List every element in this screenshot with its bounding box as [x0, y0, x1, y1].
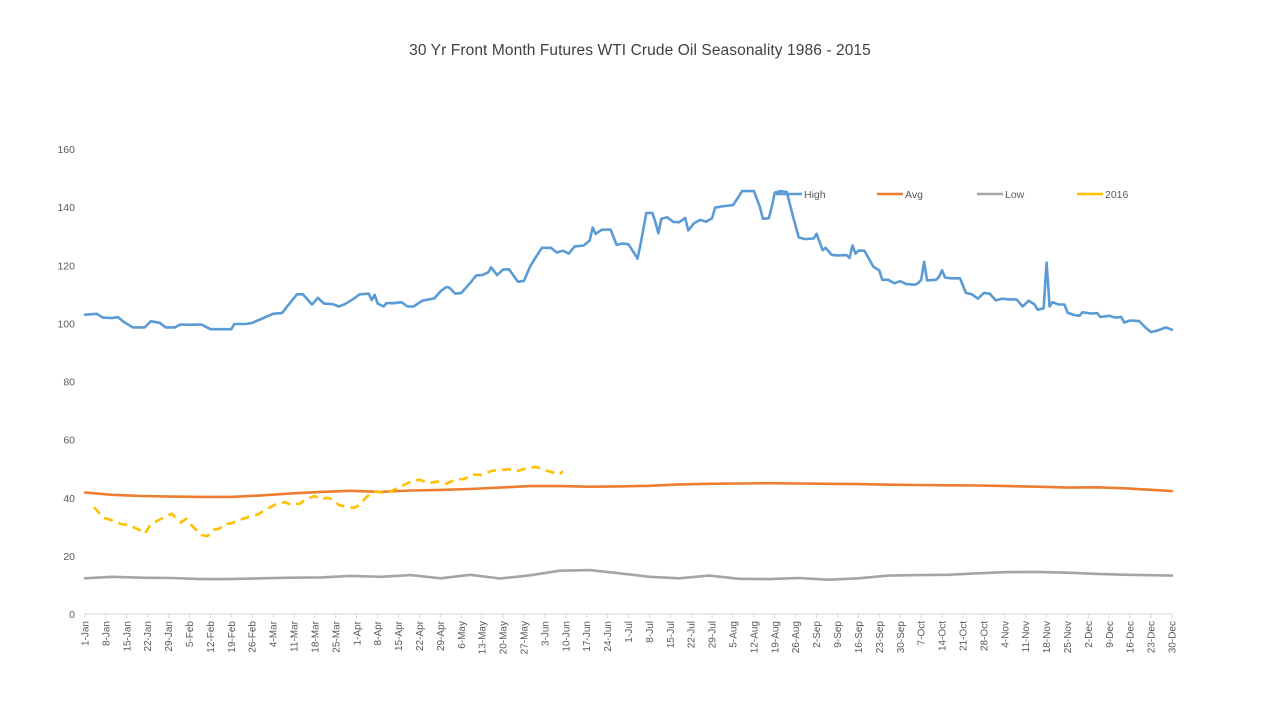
x-tick-label: 22-Jan	[143, 621, 154, 652]
y-tick-label: 120	[57, 260, 75, 272]
x-tick-label: 25-Mar	[331, 620, 342, 652]
x-tick-label: 18-Nov	[1042, 621, 1053, 653]
y-tick-label: 160	[57, 144, 75, 156]
x-tick-label: 12-Feb	[206, 621, 217, 653]
x-tick-label: 24-Jun	[603, 621, 614, 652]
series-line-2016	[93, 465, 564, 538]
x-tick-label: 20-May	[499, 621, 510, 654]
x-tick-label: 21-Oct	[958, 621, 969, 651]
x-tick-label: 15-Jul	[666, 621, 677, 648]
x-tick-label: 2-Sep	[812, 621, 823, 648]
y-tick-label: 0	[69, 609, 75, 621]
x-tick-label: 9-Sep	[833, 621, 844, 648]
series-line-low	[83, 568, 1174, 581]
x-tick-label: 19-Aug	[770, 621, 781, 653]
x-tick-label: 15-Jan	[122, 621, 133, 652]
x-tick-label: 18-Mar	[310, 620, 321, 652]
legend-label-low: Low	[1005, 189, 1025, 201]
x-tick-label: 9-Dec	[1105, 621, 1116, 648]
x-tick-label: 4-Mar	[269, 620, 280, 647]
x-tick-label: 15-Apr	[394, 620, 405, 651]
x-tick-label: 11-Nov	[1021, 621, 1032, 653]
x-tick-label: 29-Jul	[708, 621, 719, 648]
x-tick-label: 12-Aug	[749, 621, 760, 653]
y-tick-label: 40	[63, 493, 75, 505]
x-tick-label: 1-Apr	[352, 620, 363, 645]
x-tick-label: 23-Dec	[1147, 621, 1158, 653]
legend-label-avg: Avg	[905, 189, 923, 201]
x-tick-label: 17-Jun	[582, 621, 593, 652]
y-axis-tick-labels: 0 20 40 60 80 100 120 140 160	[57, 144, 75, 621]
chart-title: 30 Yr Front Month Futures WTI Crude Oil …	[409, 42, 871, 59]
x-tick-label: 2-Dec	[1084, 621, 1095, 648]
legend-label-high: High	[804, 189, 826, 201]
x-tick-label: 8-Apr	[373, 620, 384, 645]
series-line-avg	[83, 481, 1174, 499]
x-tick-label: 11-Mar	[290, 620, 301, 652]
x-tick-label: 3-Jun	[540, 621, 551, 646]
x-tick-label: 5-Feb	[185, 621, 196, 648]
x-tick-label: 19-Feb	[227, 621, 238, 653]
x-tick-label: 22-Apr	[415, 620, 426, 651]
x-tick-label: 10-Jun	[561, 621, 572, 652]
series-line-high	[83, 189, 1174, 334]
y-tick-label: 60	[63, 435, 75, 447]
x-tick-label: 26-Feb	[248, 621, 259, 653]
x-tick-label: 8-Jan	[101, 621, 112, 646]
legend-label-2016: 2016	[1105, 189, 1129, 201]
y-tick-label: 100	[57, 318, 75, 330]
x-tick-label: 29-Apr	[436, 620, 447, 651]
x-tick-label: 22-Jul	[687, 621, 698, 648]
x-tick-label: 28-Oct	[979, 621, 990, 651]
x-tick-label: 29-Jan	[164, 621, 175, 652]
x-tick-label: 30-Sep	[896, 621, 907, 654]
x-axis-tick-labels: 1-Jan 8-Jan 15-Jan 22-Jan 29-Jan 5-Feb 12-Feb 1…	[81, 614, 1179, 654]
x-tick-label: 27-May	[519, 621, 530, 654]
x-tick-label: 5-Aug	[729, 621, 740, 648]
x-tick-label: 7-Oct	[917, 621, 928, 646]
y-tick-label: 20	[63, 551, 75, 563]
x-tick-label: 25-Nov	[1063, 621, 1074, 653]
y-tick-label: 80	[63, 377, 75, 389]
x-tick-label: 23-Sep	[875, 621, 886, 654]
y-tick-label: 140	[57, 202, 75, 214]
x-tick-label: 1-Jan	[81, 621, 92, 646]
x-tick-label: 16-Sep	[854, 621, 865, 654]
series-lines	[83, 189, 1174, 581]
x-tick-label: 4-Nov	[1000, 621, 1011, 648]
x-tick-label: 6-May	[457, 621, 468, 649]
chart-legend: High Avg Low 2016	[776, 189, 1129, 201]
x-tick-label: 8-Jul	[645, 621, 656, 643]
x-tick-label: 14-Oct	[938, 621, 949, 651]
x-tick-label: 1-Jul	[624, 621, 635, 643]
x-tick-label: 26-Aug	[791, 621, 802, 653]
x-tick-label: 13-May	[478, 621, 489, 654]
x-tick-label: 30-Dec	[1168, 621, 1179, 653]
x-tick-label: 16-Dec	[1126, 621, 1137, 653]
